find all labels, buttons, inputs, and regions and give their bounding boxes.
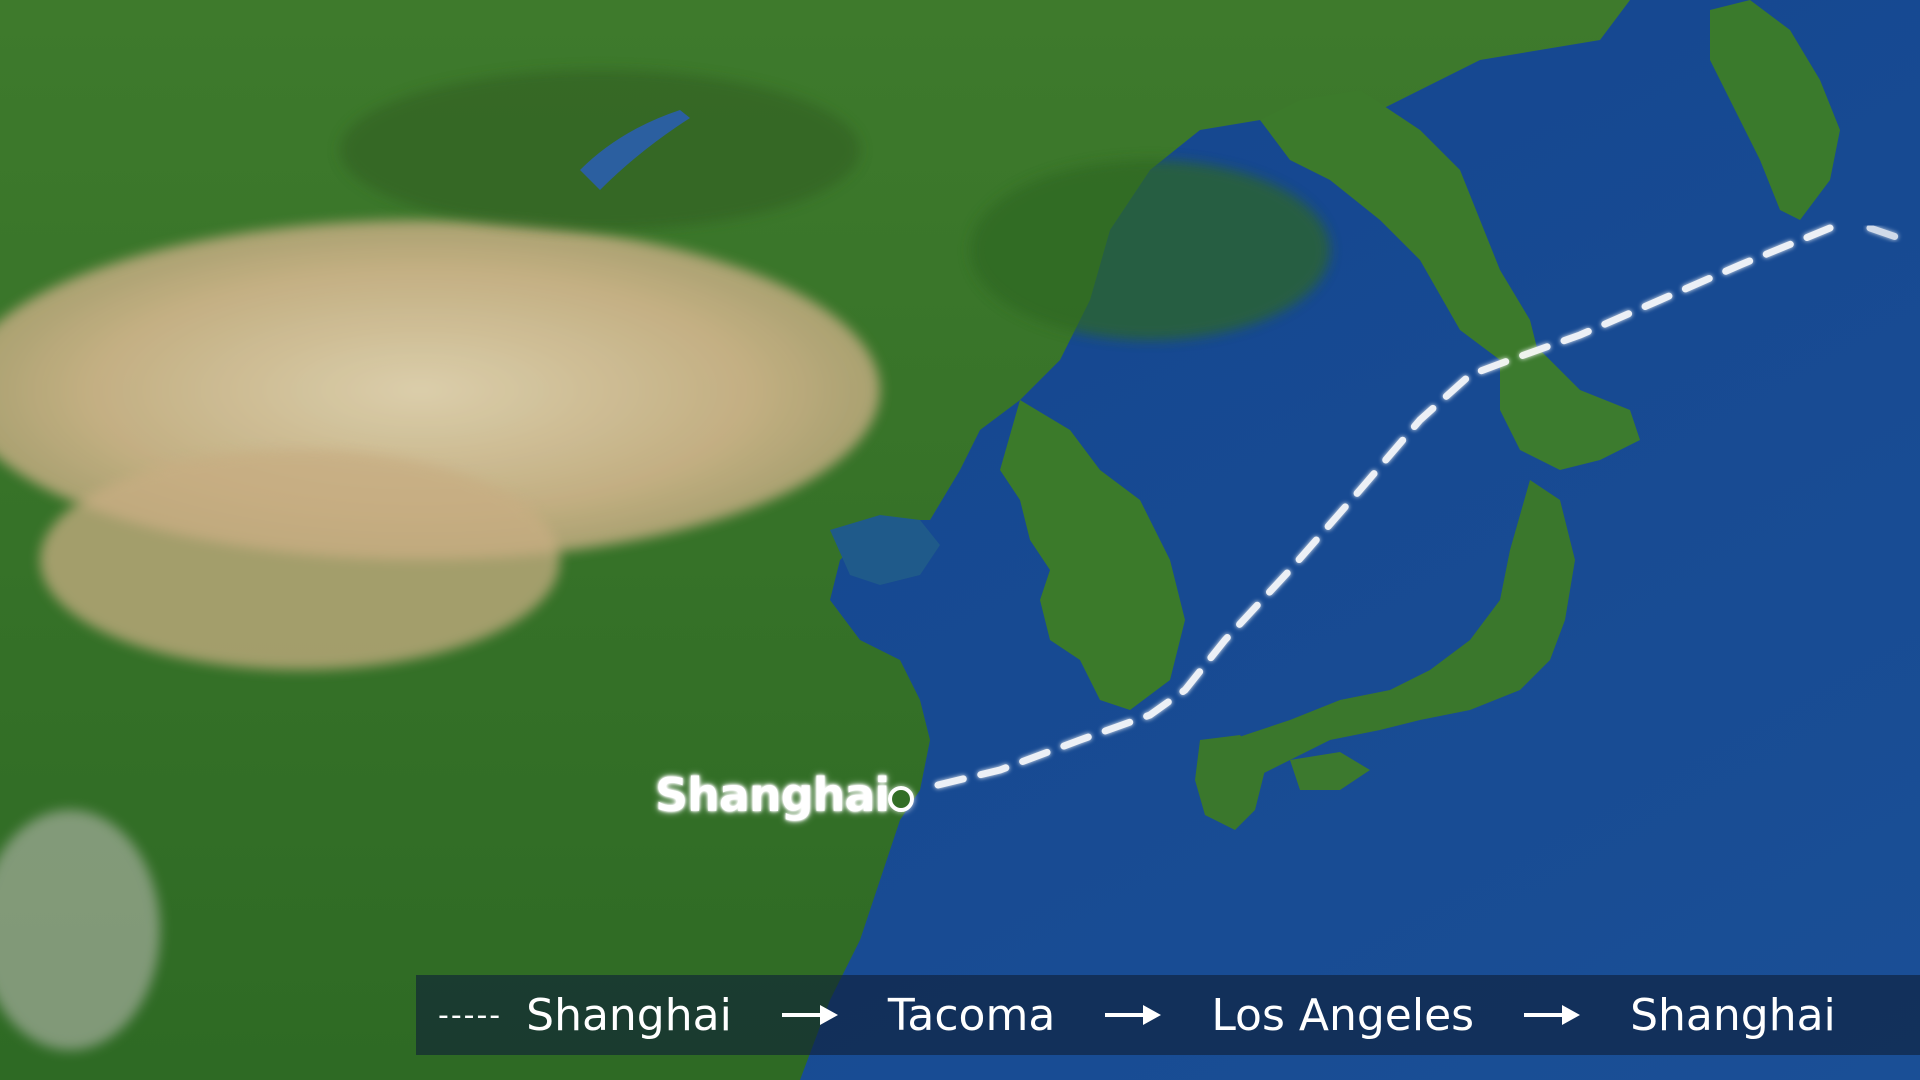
city-marker-icon — [888, 786, 914, 812]
hokkaido-island — [1500, 350, 1640, 470]
city-label-shanghai: Shanghai — [655, 768, 890, 822]
right-arrow-icon — [1524, 1002, 1581, 1028]
legend-stop-destination: Shanghai — [1630, 989, 1836, 1041]
desert-patch — [40, 450, 560, 670]
shikoku-island — [1290, 752, 1370, 790]
route-legend: ----- Shanghai Tacoma Los Angeles Shangh… — [416, 975, 1920, 1055]
legend-dash-symbol: ----- — [438, 997, 503, 1033]
russia-coast — [1260, 90, 1540, 360]
bohai-sea — [830, 515, 940, 585]
korea-peninsula — [1000, 400, 1185, 710]
legend-stop-2: Tacoma — [887, 989, 1056, 1041]
kyushu-island — [1195, 735, 1265, 830]
shipping-route-continuation — [1866, 224, 1909, 244]
sakhalin-island — [1710, 0, 1840, 220]
right-arrow-icon — [781, 1002, 838, 1028]
lake-baikal — [580, 110, 690, 190]
shipping-route — [934, 224, 1834, 789]
forest-patch — [970, 160, 1330, 340]
right-arrow-icon — [1105, 1002, 1162, 1028]
forest-patch — [340, 70, 860, 230]
legend-stop-3: Los Angeles — [1211, 989, 1475, 1041]
legend-stop-origin: Shanghai — [526, 989, 732, 1041]
tibet-highland — [0, 810, 160, 1050]
